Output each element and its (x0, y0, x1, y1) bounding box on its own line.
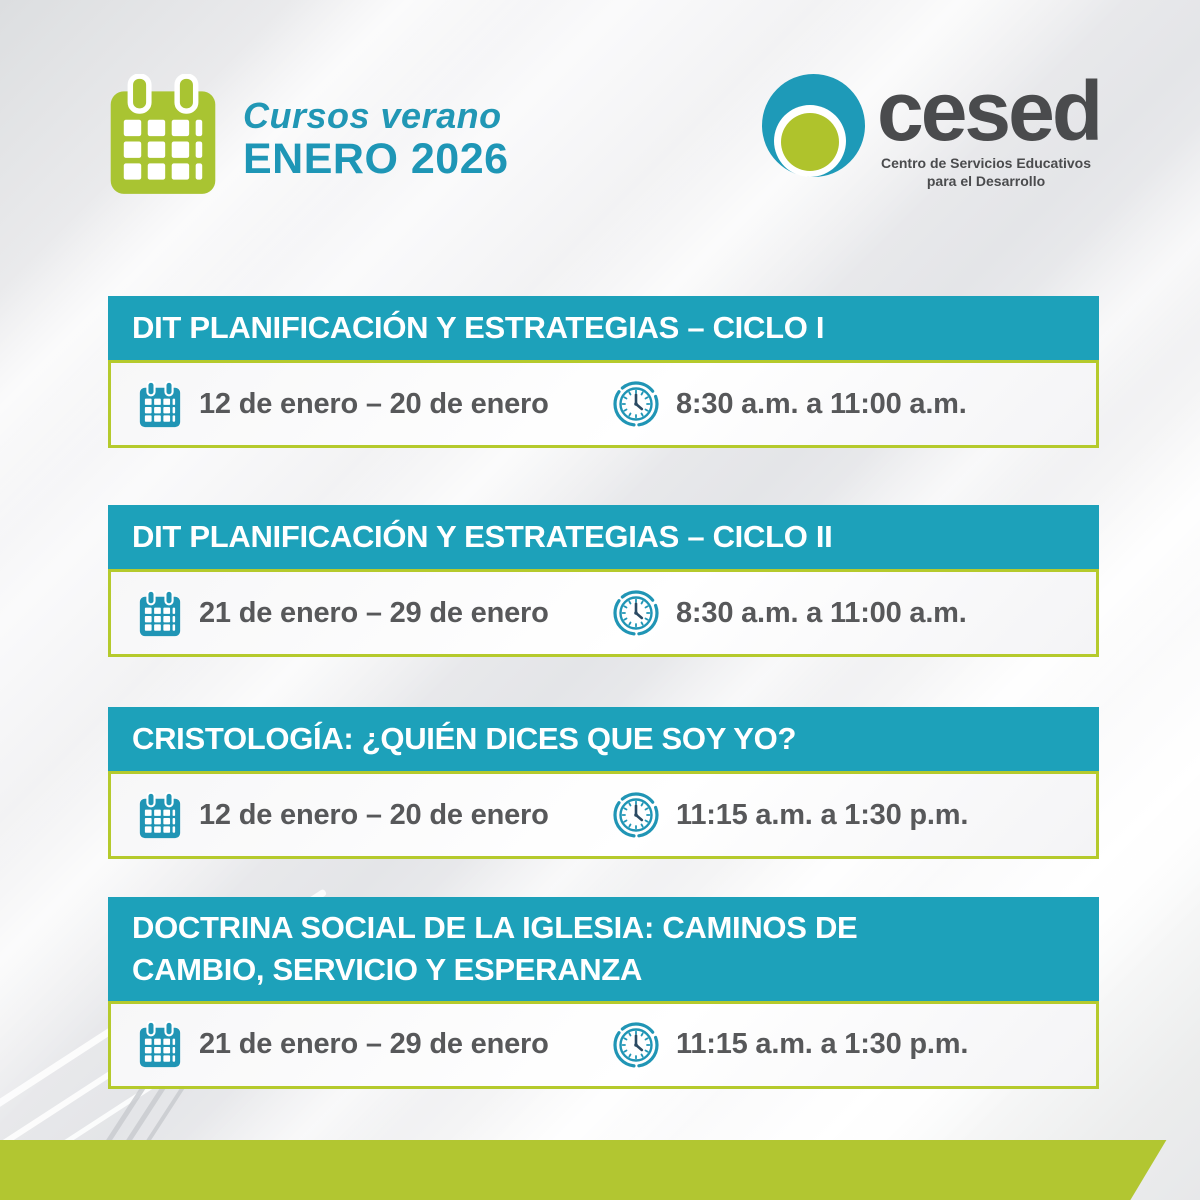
course-title-bar: DIT PLANIFICACIÓN Y ESTRATEGIAS – CICLO … (108, 505, 1099, 569)
schedule-row: 12 de enero – 20 de enero 8:30 a.m. a 11… (139, 380, 1096, 428)
cesed-logo-wordmark: cesed (877, 64, 1103, 158)
schedule-row: 12 de enero – 20 de enero 11:15 a.m. a 1… (139, 791, 1096, 839)
calendar-icon (139, 590, 181, 637)
calendar-icon (108, 74, 218, 196)
course-dates: 12 de enero – 20 de enero (199, 387, 549, 420)
course-card: DIT PLANIFICACIÓN Y ESTRATEGIAS – CICLO … (108, 505, 1099, 657)
course-title-bar: CRISTOLOGÍA: ¿QUIÉN DICES QUE SOY YO? (108, 707, 1099, 771)
bottom-accent-bar (0, 1140, 1167, 1200)
course-title: CRISTOLOGÍA: ¿QUIÉN DICES QUE SOY YO? (132, 721, 797, 757)
course-schedule-box: 12 de enero – 20 de enero 11:15 a.m. a 1… (108, 771, 1099, 859)
course-schedule-box: 21 de enero – 29 de enero 11:15 a.m. a 1… (108, 1000, 1099, 1089)
course-schedule-box: 12 de enero – 20 de enero 8:30 a.m. a 11… (108, 360, 1099, 448)
course-time: 11:15 a.m. a 1:30 p.m. (676, 1028, 969, 1061)
course-title-bar: DOCTRINA SOCIAL DE LA IGLESIA: CAMINOS D… (108, 897, 1099, 1001)
course-title-bar: DIT PLANIFICACIÓN Y ESTRATEGIAS – CICLO … (108, 296, 1099, 360)
course-dates: 21 de enero – 29 de enero (199, 1028, 549, 1061)
course-title: DIT PLANIFICACIÓN Y ESTRATEGIAS – CICLO … (132, 310, 825, 346)
cesed-logo-subtitle: Centro de Servicios Educativos (880, 155, 1092, 171)
course-card: DIT PLANIFICACIÓN Y ESTRATEGIAS – CICLO … (108, 296, 1099, 448)
flyer-title: ENERO 2026 (243, 135, 509, 183)
course-time: 8:30 a.m. a 11:00 a.m. (676, 387, 967, 420)
course-schedule-box: 21 de enero – 29 de enero 8:30 a.m. a 11… (108, 569, 1099, 657)
cesed-logo-subtitle: para el Desarrollo (926, 173, 1046, 189)
cesed-logo-icon-core (781, 113, 839, 171)
course-card: DOCTRINA SOCIAL DE LA IGLESIA: CAMINOS D… (108, 897, 1099, 1089)
course-title: DOCTRINA SOCIAL DE LA IGLESIA: CAMINOS D… (132, 910, 858, 987)
course-time: 8:30 a.m. a 11:00 a.m. (676, 596, 967, 629)
course-dates: 21 de enero – 29 de enero (199, 596, 549, 629)
schedule-row: 21 de enero – 29 de enero 11:15 a.m. a 1… (139, 1021, 1096, 1069)
course-time: 11:15 a.m. a 1:30 p.m. (676, 798, 969, 831)
course-dates: 12 de enero – 20 de enero (199, 798, 549, 831)
clock-icon (612, 380, 660, 428)
course-title: DIT PLANIFICACIÓN Y ESTRATEGIAS – CICLO … (132, 519, 833, 555)
flyer-subtitle: Cursos verano (243, 95, 502, 136)
clock-icon (612, 1021, 660, 1069)
schedule-row: 21 de enero – 29 de enero 8:30 a.m. a 11… (139, 589, 1096, 637)
calendar-icon (139, 381, 181, 428)
clock-icon (612, 589, 660, 637)
clock-icon (612, 791, 660, 839)
calendar-icon (139, 792, 181, 839)
event-title-block: Cursos verano ENERO 2026 (243, 98, 509, 181)
course-card: CRISTOLOGÍA: ¿QUIÉN DICES QUE SOY YO? 12… (108, 707, 1099, 859)
calendar-icon (139, 1021, 181, 1068)
